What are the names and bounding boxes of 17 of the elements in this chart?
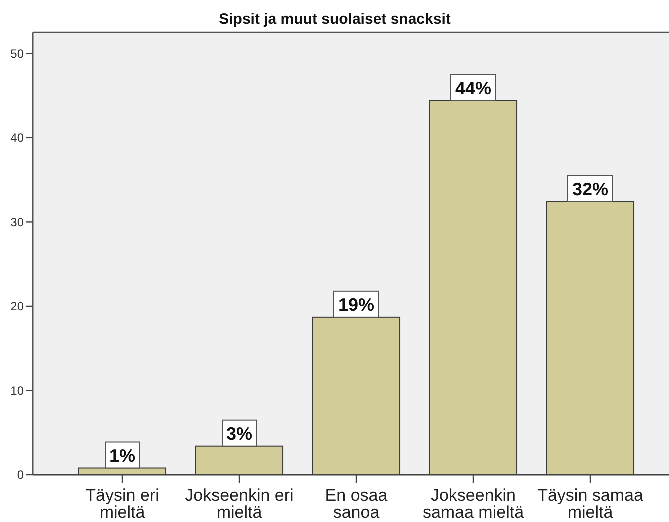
data-label: 44% xyxy=(455,78,492,98)
chart-title: Sipsit ja muut suolaiset snacksit xyxy=(219,11,451,28)
y-tick-label: 40 xyxy=(10,131,24,146)
data-label: 3% xyxy=(226,424,253,444)
y-tick-label: 10 xyxy=(10,384,24,398)
x-tick-label: En osaa sanoa xyxy=(325,486,388,522)
x-tick-label: Täysin samaa mieltä xyxy=(538,486,644,522)
data-label: 1% xyxy=(109,446,136,466)
data-label: 32% xyxy=(572,179,609,200)
y-tick-label: 0 xyxy=(17,468,24,482)
y-tick-label: 50 xyxy=(10,46,24,61)
y-tick-label: 20 xyxy=(10,300,24,314)
data-label: 19% xyxy=(338,294,375,315)
x-tick-label: Jokseenkin eri mieltä xyxy=(185,486,294,522)
x-tick-label: Täysin eri mieltä xyxy=(86,486,160,522)
x-tick-label: Jokseenkin samaa mieltä xyxy=(422,486,525,522)
y-tick-label: 30 xyxy=(10,215,24,230)
